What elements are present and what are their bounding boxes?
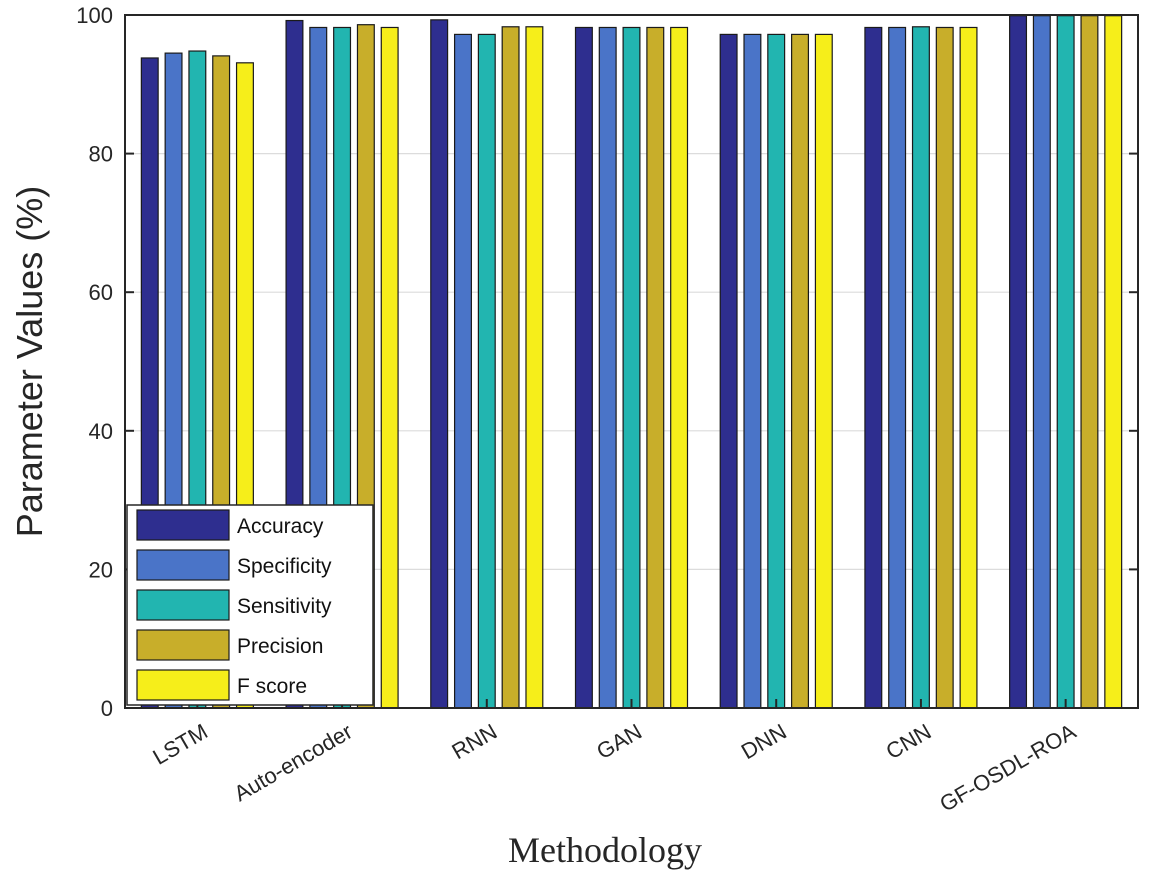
bar-accuracy-rnn [430,19,449,709]
bar-sensitivity-gf-osdl-roa [1056,15,1075,709]
bar-precision-gan [646,26,665,709]
bar-sensitivity-gan [622,26,641,709]
legend-label: Accuracy [237,515,324,538]
legend: Accuracy Specificity Sensitivity Precision F… [126,504,374,706]
bar-f-score-dnn [814,33,833,709]
bar-accuracy-gan [574,26,593,709]
y-tick-label: 60 [89,280,113,305]
legend-swatch [136,509,230,541]
bar-specificity-rnn [453,33,472,709]
legend-label: Sensitivity [237,595,332,618]
bar-f-score-cnn [959,26,978,709]
x-category-label: RNN [448,719,502,764]
legend-swatch [136,549,230,581]
bar-sensitivity-dnn [767,33,786,709]
bar-f-score-auto-encoder [380,26,399,709]
bar-accuracy-dnn [719,33,738,709]
bar-precision-dnn [791,33,810,709]
x-axis-categories: LSTM Auto-encoder RNN GAN DNN CNN GF-OSDL-ROA [149,719,1081,817]
bar-specificity-gf-osdl-roa [1032,15,1051,709]
y-axis-ticks: 0 20 40 60 80 100 [76,3,1138,721]
legend-swatch [136,629,230,661]
y-tick-label: 100 [76,3,113,28]
bar-precision-gf-osdl-roa [1080,15,1099,709]
bar-sensitivity-cnn [911,26,930,709]
bar-accuracy-cnn [864,26,883,709]
bar-specificity-dnn [743,33,762,709]
bar-specificity-gan [598,26,617,709]
legend-label: F score [237,675,307,698]
legend-label: Specificity [237,555,332,578]
bar-f-score-rnn [525,26,544,709]
bar-sensitivity-rnn [477,33,496,709]
bar-accuracy-gf-osdl-roa [1009,15,1028,709]
bar-f-score-gan [670,26,689,709]
legend-label: Precision [237,635,323,658]
legend-swatch [136,669,230,701]
y-axis-label: Parameter Values (%) [9,186,50,537]
y-tick-label: 40 [89,419,113,444]
y-tick-label: 80 [89,142,113,167]
x-axis-label: Methodology [508,830,702,870]
x-category-label: CNN [882,719,936,764]
x-category-label: DNN [737,719,791,764]
bar-specificity-cnn [888,26,907,709]
x-category-label: LSTM [149,719,212,770]
bar-precision-rnn [501,26,520,709]
y-tick-label: 20 [89,557,113,582]
legend-swatch [136,589,230,621]
bar-f-score-gf-osdl-roa [1104,15,1123,709]
bar-precision-cnn [935,26,954,709]
x-category-label: Auto-encoder [230,719,357,807]
x-category-label: GF-OSDL-ROA [935,719,1080,817]
x-category-label: GAN [592,719,646,764]
y-tick-label: 0 [101,696,113,721]
